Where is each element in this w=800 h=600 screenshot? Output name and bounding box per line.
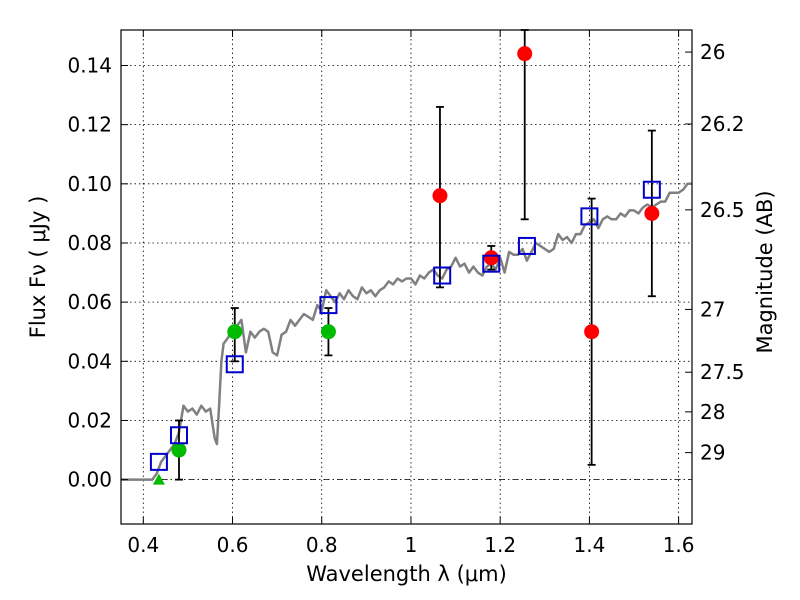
- mag-tick-label: 26.2: [700, 112, 745, 136]
- model-flux-square: [225, 355, 244, 374]
- mag-tick-label: 26.5: [700, 198, 745, 222]
- mag-tick-label: 27.5: [700, 360, 745, 384]
- y-tick-label: 0.10: [67, 172, 112, 196]
- y-tick-label: 0.00: [67, 468, 112, 492]
- y-tick-label: 0.04: [67, 349, 112, 373]
- plot-data: [121, 29, 692, 485]
- mag-tick-label: 26: [700, 40, 725, 64]
- x-tick-label: 1.4: [573, 533, 605, 557]
- mag-tick-label: 28: [700, 400, 725, 424]
- x-tick-label: 0.8: [306, 533, 338, 557]
- y-tick-label: 0.02: [67, 408, 112, 432]
- x-tick-label: 0.4: [127, 533, 159, 557]
- model-flux-square: [149, 452, 168, 471]
- plot-frame: [120, 29, 693, 525]
- model-flux-square: [482, 254, 501, 273]
- model-flux-square: [580, 207, 599, 226]
- red-data-point: [517, 46, 533, 62]
- model-flux-square: [517, 236, 536, 255]
- x-tick-label: 1.6: [663, 533, 695, 557]
- model-flux-square: [433, 266, 452, 285]
- green-upper-limit-point: [152, 473, 165, 485]
- green-data-point: [171, 442, 187, 458]
- model-flux-square: [169, 426, 188, 445]
- y-axis-label: Flux Fν ( μJy ): [26, 196, 50, 339]
- sed-model-line: [121, 182, 692, 481]
- y-tick-label: 0.12: [67, 113, 112, 137]
- x-tick-label: 1.2: [484, 533, 516, 557]
- grid-lines: [121, 30, 692, 524]
- x-axis-label: Wavelength λ (μm): [306, 562, 507, 586]
- model-flux-square: [642, 180, 661, 199]
- x-tick-label: 0.6: [217, 533, 249, 557]
- red-data-point: [483, 250, 499, 266]
- mag-tick-label: 29: [700, 441, 725, 465]
- green-data-point: [320, 324, 336, 340]
- axis-ticks: 0.4 0.6 0.8 1 1.2 1.4 1.6 0.00 0.02 0.04 0.06 0.08 0…: [67, 30, 745, 557]
- green-data-point: [227, 324, 243, 340]
- red-data-point: [584, 324, 600, 340]
- y2-axis-label: Magnitude (AB): [753, 190, 777, 353]
- mag-tick-label: 27: [700, 297, 725, 321]
- y-tick-label: 0.06: [67, 290, 112, 314]
- x-tick-label: 1: [405, 533, 418, 557]
- y-tick-label: 0.08: [67, 231, 112, 255]
- red-data-point: [432, 188, 448, 204]
- model-flux-square: [319, 296, 338, 315]
- plot-area: [121, 182, 692, 481]
- red-data-point: [644, 205, 660, 221]
- y-tick-label: 0.14: [67, 53, 112, 77]
